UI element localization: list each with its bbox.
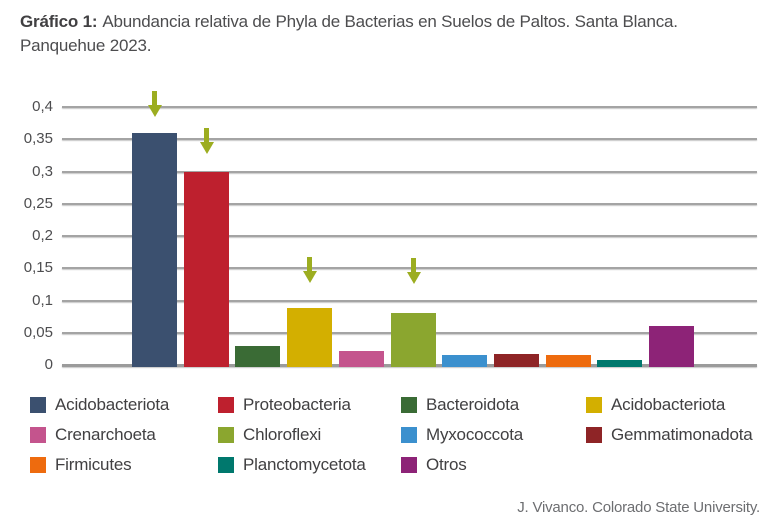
bar-crenarchoeta-4 — [339, 351, 384, 367]
legend-label-acidobacteriota: Acidobacteriota — [611, 394, 726, 414]
bar-firmicutes-8 — [546, 355, 591, 367]
legend-item-bacteroidota: Bacteroidota — [401, 394, 586, 414]
legend-label-myxococcota: Myxococcota — [426, 424, 524, 444]
legend-swatch-acidobacteriota — [586, 396, 602, 413]
y-axis-tick-0,15: 0,15 — [23, 259, 53, 277]
down-arrow-icon-acidobacteriota — [302, 257, 317, 284]
y-axis-tick-0,4: 0,4 — [32, 98, 53, 115]
legend-swatch-chloroflexi — [218, 426, 234, 443]
legend-item-planctomycetota: Planctomycetota — [218, 454, 401, 474]
bar-bacteroidota-2 — [235, 345, 280, 367]
gridline-0,4 — [62, 106, 757, 108]
legend-label-otros: Otros — [426, 454, 467, 474]
chart-title-prefix: Gráfico 1: — [20, 12, 98, 31]
arrow-stem — [204, 127, 209, 142]
chart-title-line2: Panquehue 2023. — [20, 36, 152, 56]
source-credit: J. Vivanco. Colorado State University. — [517, 499, 760, 516]
legend-swatch-proteobacteria — [218, 396, 234, 413]
legend-swatch-otros — [401, 456, 417, 473]
legend-swatch-gemmatimonadota — [586, 426, 602, 443]
legend-label-bacteroidota: Bacteroidota — [426, 394, 520, 414]
y-axis-tick-0,1: 0,1 — [32, 291, 53, 309]
legend-item-chloroflexi: Chloroflexi — [218, 424, 401, 444]
y-axis-tick-0,35: 0,35 — [23, 130, 53, 148]
legend-item-myxococcota: Myxococcota — [401, 424, 586, 444]
y-axis-tick-0,25: 0,25 — [23, 194, 53, 212]
bar-otros-10 — [649, 326, 694, 367]
arrow-head — [406, 271, 421, 284]
bar-acidobacteriota-3 — [287, 308, 332, 367]
arrow-head — [147, 104, 162, 117]
arrow-stem — [411, 257, 416, 272]
arrow-head — [199, 141, 214, 154]
bar-proteobacteria-1 — [184, 171, 229, 367]
y-axis-tick-0,05: 0,05 — [23, 323, 53, 341]
legend-item-otros: Otros — [401, 454, 586, 474]
chart-legend: Acidobacteriota Proteobacteria Bacteroidot… — [30, 394, 756, 474]
legend-label-firmicutes: Firmicutes — [55, 454, 132, 474]
legend-label-planctomycetota: Planctomycetota — [243, 454, 366, 474]
legend-swatch-myxococcota — [401, 426, 417, 443]
arrow-head — [302, 271, 317, 284]
down-arrow-icon-chloroflexi — [406, 257, 421, 284]
gridline-0,15 — [62, 267, 757, 270]
y-axis-tick-0,3: 0,3 — [32, 162, 53, 180]
legend-item-acidobacteriota: Acidobacteriota — [586, 394, 756, 414]
legend-label-crenarchoeta: Crenarchoeta — [55, 424, 156, 444]
y-axis-tick-0,2: 0,2 — [32, 227, 53, 244]
down-arrow-icon-proteobacteria — [199, 127, 214, 154]
bar-acidobacteriota-0 — [132, 132, 177, 367]
legend-swatch-planctomycetota — [218, 456, 234, 473]
bar-myxococcota-6 — [442, 355, 487, 367]
legend-swatch-firmicutes — [30, 456, 46, 473]
gridline-0,1 — [62, 299, 757, 302]
gridline-0,35 — [62, 138, 757, 141]
down-arrow-icon-acidobacteriota — [147, 90, 162, 117]
y-axis-tick-0: 0 — [44, 356, 53, 373]
legend-label-gemmatimonadota: Gemmatimonadota — [611, 424, 753, 444]
arrow-stem — [152, 90, 157, 105]
bar-chart-plot-area: 0,4 0,35 0,3 0,25 0,2 0,15 0,1 0,05 0 — [0, 85, 768, 385]
arrow-stem — [307, 257, 312, 272]
bar-chloroflexi-5 — [391, 312, 436, 367]
legend-label-acidobacteriota: Acidobacteriota — [55, 394, 170, 414]
legend-label-chloroflexi: Chloroflexi — [243, 424, 322, 444]
chart-title: Gráfico 1: Abundancia relativa de Phyla d… — [20, 10, 760, 58]
legend-swatch-acidobacteriota — [30, 396, 46, 413]
legend-item-crenarchoeta: Crenarchoeta — [30, 424, 218, 444]
bar-planctomycetota-9 — [597, 360, 642, 367]
legend-item-acidobacteriota: Acidobacteriota — [30, 394, 218, 414]
legend-label-proteobacteria: Proteobacteria — [243, 394, 351, 414]
chart-title-line1: Abundancia relativa de Phyla de Bacteria… — [102, 12, 678, 31]
gridline-0,25 — [62, 202, 757, 205]
legend-item-proteobacteria: Proteobacteria — [218, 394, 401, 414]
legend-swatch-bacteroidota — [401, 396, 417, 413]
gridline-0,2 — [62, 235, 757, 237]
legend-swatch-crenarchoeta — [30, 426, 46, 443]
legend-item-firmicutes: Firmicutes — [30, 454, 218, 474]
bar-gemmatimonadota-7 — [494, 354, 539, 367]
legend-item-gemmatimonadota: Gemmatimonadota — [586, 424, 756, 444]
gridline-0,3 — [62, 170, 757, 173]
